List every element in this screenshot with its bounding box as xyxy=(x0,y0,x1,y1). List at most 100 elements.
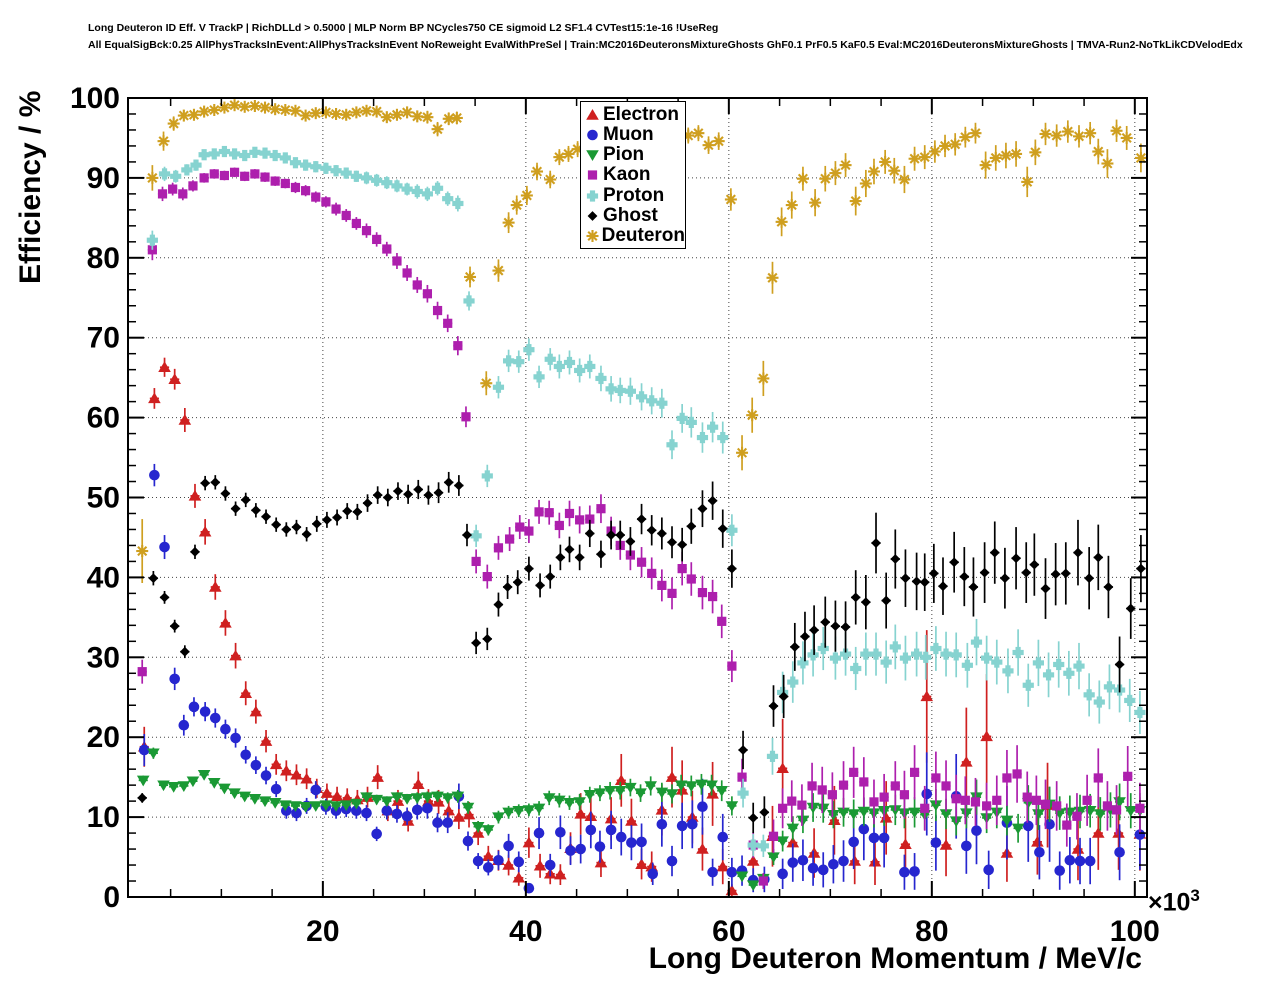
marker-triangle-down xyxy=(350,798,363,810)
legend-label: Ghost xyxy=(603,205,658,227)
marker-triangle-down xyxy=(400,794,414,805)
marker-triangle-down xyxy=(624,782,637,794)
marker-triangle-down xyxy=(532,803,546,815)
marker-triangle-down xyxy=(502,807,515,819)
marker-diamond xyxy=(989,547,1000,558)
marker-square xyxy=(787,796,797,806)
marker-star xyxy=(493,265,504,276)
marker-square xyxy=(727,661,737,671)
marker-diamond xyxy=(443,477,454,488)
marker-triangle-up xyxy=(371,771,384,782)
marker-star xyxy=(341,109,352,120)
marker-star xyxy=(371,106,382,117)
legend-entry-pion: Pion xyxy=(585,145,685,164)
marker-diamond xyxy=(471,638,482,648)
marker-triangle-down xyxy=(471,821,485,833)
marker-circle xyxy=(351,805,362,817)
y-tick-label: 20 xyxy=(87,721,120,754)
plot-header: Long Deuteron ID Eff. V TrackP | RichDLL… xyxy=(88,20,1243,54)
series-muon xyxy=(138,463,1146,894)
marker-diamond xyxy=(169,621,180,632)
marker-triangle-up xyxy=(868,855,882,867)
marker-star xyxy=(1121,132,1132,143)
marker-triangle-down xyxy=(613,786,627,797)
x-tick-label: 60 xyxy=(712,915,745,948)
legend-marker-triangle-down-icon xyxy=(586,150,599,162)
marker-triangle-up xyxy=(340,791,354,803)
marker-square xyxy=(879,792,889,802)
marker-triangle-down xyxy=(431,791,444,803)
marker-circle xyxy=(666,855,678,867)
marker-triangle-down xyxy=(735,871,749,883)
marker-square xyxy=(564,508,575,519)
marker-star xyxy=(713,136,724,147)
marker-diamond xyxy=(179,646,190,657)
marker-star xyxy=(939,140,951,151)
marker-square xyxy=(351,218,361,229)
marker-square xyxy=(859,777,869,787)
marker-square xyxy=(270,176,280,186)
marker-circle xyxy=(1044,818,1055,830)
marker-diamond xyxy=(677,539,688,550)
marker-circle xyxy=(797,854,809,866)
marker-circle xyxy=(493,854,504,866)
marker-diamond xyxy=(230,503,241,514)
marker-diamond xyxy=(574,552,585,563)
marker-star xyxy=(1030,147,1041,158)
marker-triangle-down xyxy=(573,797,586,808)
legend-label: Deuteron xyxy=(601,225,685,247)
marker-square xyxy=(849,767,859,777)
marker-diamond xyxy=(524,563,534,574)
marker-circle xyxy=(138,744,150,756)
marker-square xyxy=(797,800,807,810)
marker-triangle-up xyxy=(625,815,638,826)
marker-star xyxy=(259,102,271,113)
marker-diamond xyxy=(900,573,911,584)
marker-triangle-down xyxy=(390,792,404,804)
marker-square xyxy=(1102,801,1113,811)
marker-triangle-up xyxy=(219,616,232,628)
marker-triangle-up xyxy=(239,687,253,698)
marker-star xyxy=(229,100,240,111)
marker-square xyxy=(960,795,970,805)
marker-star xyxy=(950,139,961,150)
marker-diamond xyxy=(453,480,464,491)
marker-triangle-down xyxy=(360,792,373,804)
marker-diamond xyxy=(840,622,851,632)
marker-triangle-down xyxy=(776,836,789,848)
marker-circle xyxy=(411,804,423,816)
marker-square xyxy=(199,173,209,183)
marker-square xyxy=(422,289,433,299)
marker-square xyxy=(657,580,667,590)
marker-triangle-down xyxy=(583,790,597,801)
marker-diamond xyxy=(137,793,148,803)
marker-triangle-down xyxy=(197,770,211,781)
marker-triangle-up xyxy=(452,811,466,822)
marker-circle xyxy=(777,868,788,880)
marker-triangle-down xyxy=(147,748,160,760)
marker-triangle-up xyxy=(1091,827,1105,838)
marker-circle xyxy=(159,541,170,553)
marker-circle xyxy=(401,811,413,822)
marker-circle xyxy=(1114,846,1125,858)
marker-star xyxy=(300,110,311,121)
marker-triangle-up xyxy=(411,778,425,790)
marker-star xyxy=(1111,125,1122,136)
marker-diamond xyxy=(748,812,759,823)
y-tick-label: 10 xyxy=(87,801,120,834)
y-tick-label: 0 xyxy=(103,881,120,914)
marker-circle xyxy=(971,825,982,836)
marker-star xyxy=(503,217,514,228)
marker-circle xyxy=(899,866,910,878)
marker-square xyxy=(677,564,687,574)
marker-diamond xyxy=(768,701,779,711)
marker-diamond xyxy=(564,544,575,555)
marker-diamond xyxy=(686,521,697,532)
marker-triangle-up xyxy=(716,860,730,872)
marker-diamond xyxy=(271,519,282,530)
marker-triangle-down xyxy=(767,852,780,864)
marker-circle xyxy=(838,855,849,867)
marker-star xyxy=(1011,148,1022,159)
marker-star xyxy=(320,107,331,118)
marker-triangle-down xyxy=(451,791,465,803)
